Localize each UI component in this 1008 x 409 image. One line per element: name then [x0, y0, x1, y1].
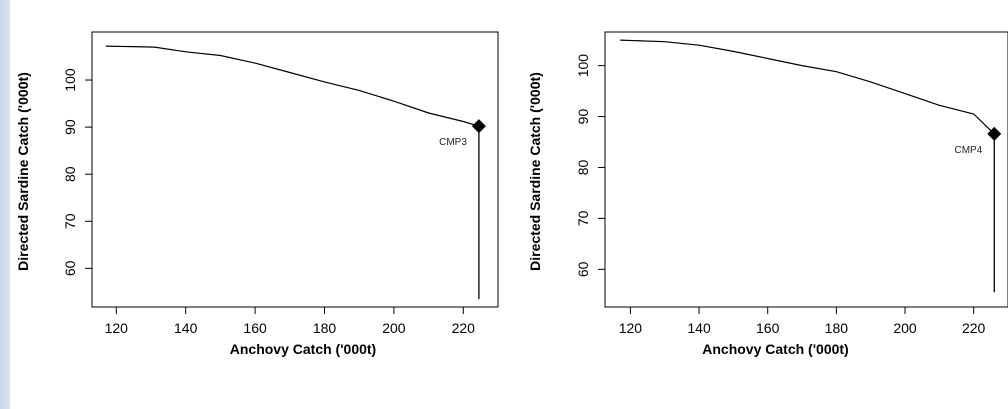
chart-1-y-tick-label: 80: [62, 166, 78, 182]
chart-1-marker-diamond: [471, 119, 486, 134]
chart-2-y-tick-label: 60: [575, 261, 591, 277]
chart-2-x-tick-label: 220: [962, 320, 986, 336]
chart-2-y-axis-title: Directed Sardine Catch ('000t): [527, 72, 543, 271]
chart-1-y-tick-label: 70: [62, 213, 78, 229]
chart-2-x-tick-label: 180: [825, 320, 849, 336]
chart-2-y-tick-label: 80: [575, 159, 591, 175]
chart-1-y-tick-label: 100: [62, 68, 78, 92]
chart-1-y-tick-label: 90: [62, 119, 78, 135]
chart-1-x-tick-label: 220: [452, 320, 476, 336]
chart-2-x-tick-label: 140: [687, 320, 711, 336]
chart-2-y-tick-label: 70: [575, 210, 591, 226]
chart-1-x-axis-title: Anchovy Catch ('000t): [230, 341, 376, 357]
chart-2-plot-frame: [604, 31, 1008, 308]
chart-1-x-tick-label: 180: [313, 320, 337, 336]
chart-1-x-tick-label: 160: [243, 320, 267, 336]
chart-2-y-tick-label: 100: [575, 54, 591, 78]
chart-2-x-tick-label: 160: [756, 320, 780, 336]
chart-1-plot-frame: [91, 31, 499, 308]
chart-1-x-tick-label: 120: [105, 320, 129, 336]
chart-2-y-tick-label: 90: [575, 109, 591, 125]
chart-2-marker-label: CMP4: [954, 145, 982, 156]
chart-1-x-tick-label: 140: [174, 320, 198, 336]
chart-2-marker-diamond: [987, 126, 1002, 141]
chart-2-x-tick-label: 200: [893, 320, 917, 336]
chart-1-x-tick-label: 200: [382, 320, 406, 336]
chart-1-y-axis-title: Directed Sardine Catch ('000t): [15, 72, 31, 271]
chart-figure: 120 140 160 180 200 220 60 70 80 90 100 Anchovy Cat…: [15, 31, 1008, 357]
chart-2-x-tick-label: 120: [619, 320, 643, 336]
chart-1-marker-label: CMP3: [439, 137, 467, 148]
chart-2-series-line: [620, 39, 995, 135]
figure: 120 140 160 180 200 220 60 70 80 90 100 Anchovy Cat…: [10, 0, 1008, 409]
chart-2-x-axis-title: Anchovy Catch ('000t): [702, 341, 848, 357]
chart-1-series-line: [105, 45, 480, 127]
chart-1-y-tick-label: 60: [62, 260, 78, 276]
